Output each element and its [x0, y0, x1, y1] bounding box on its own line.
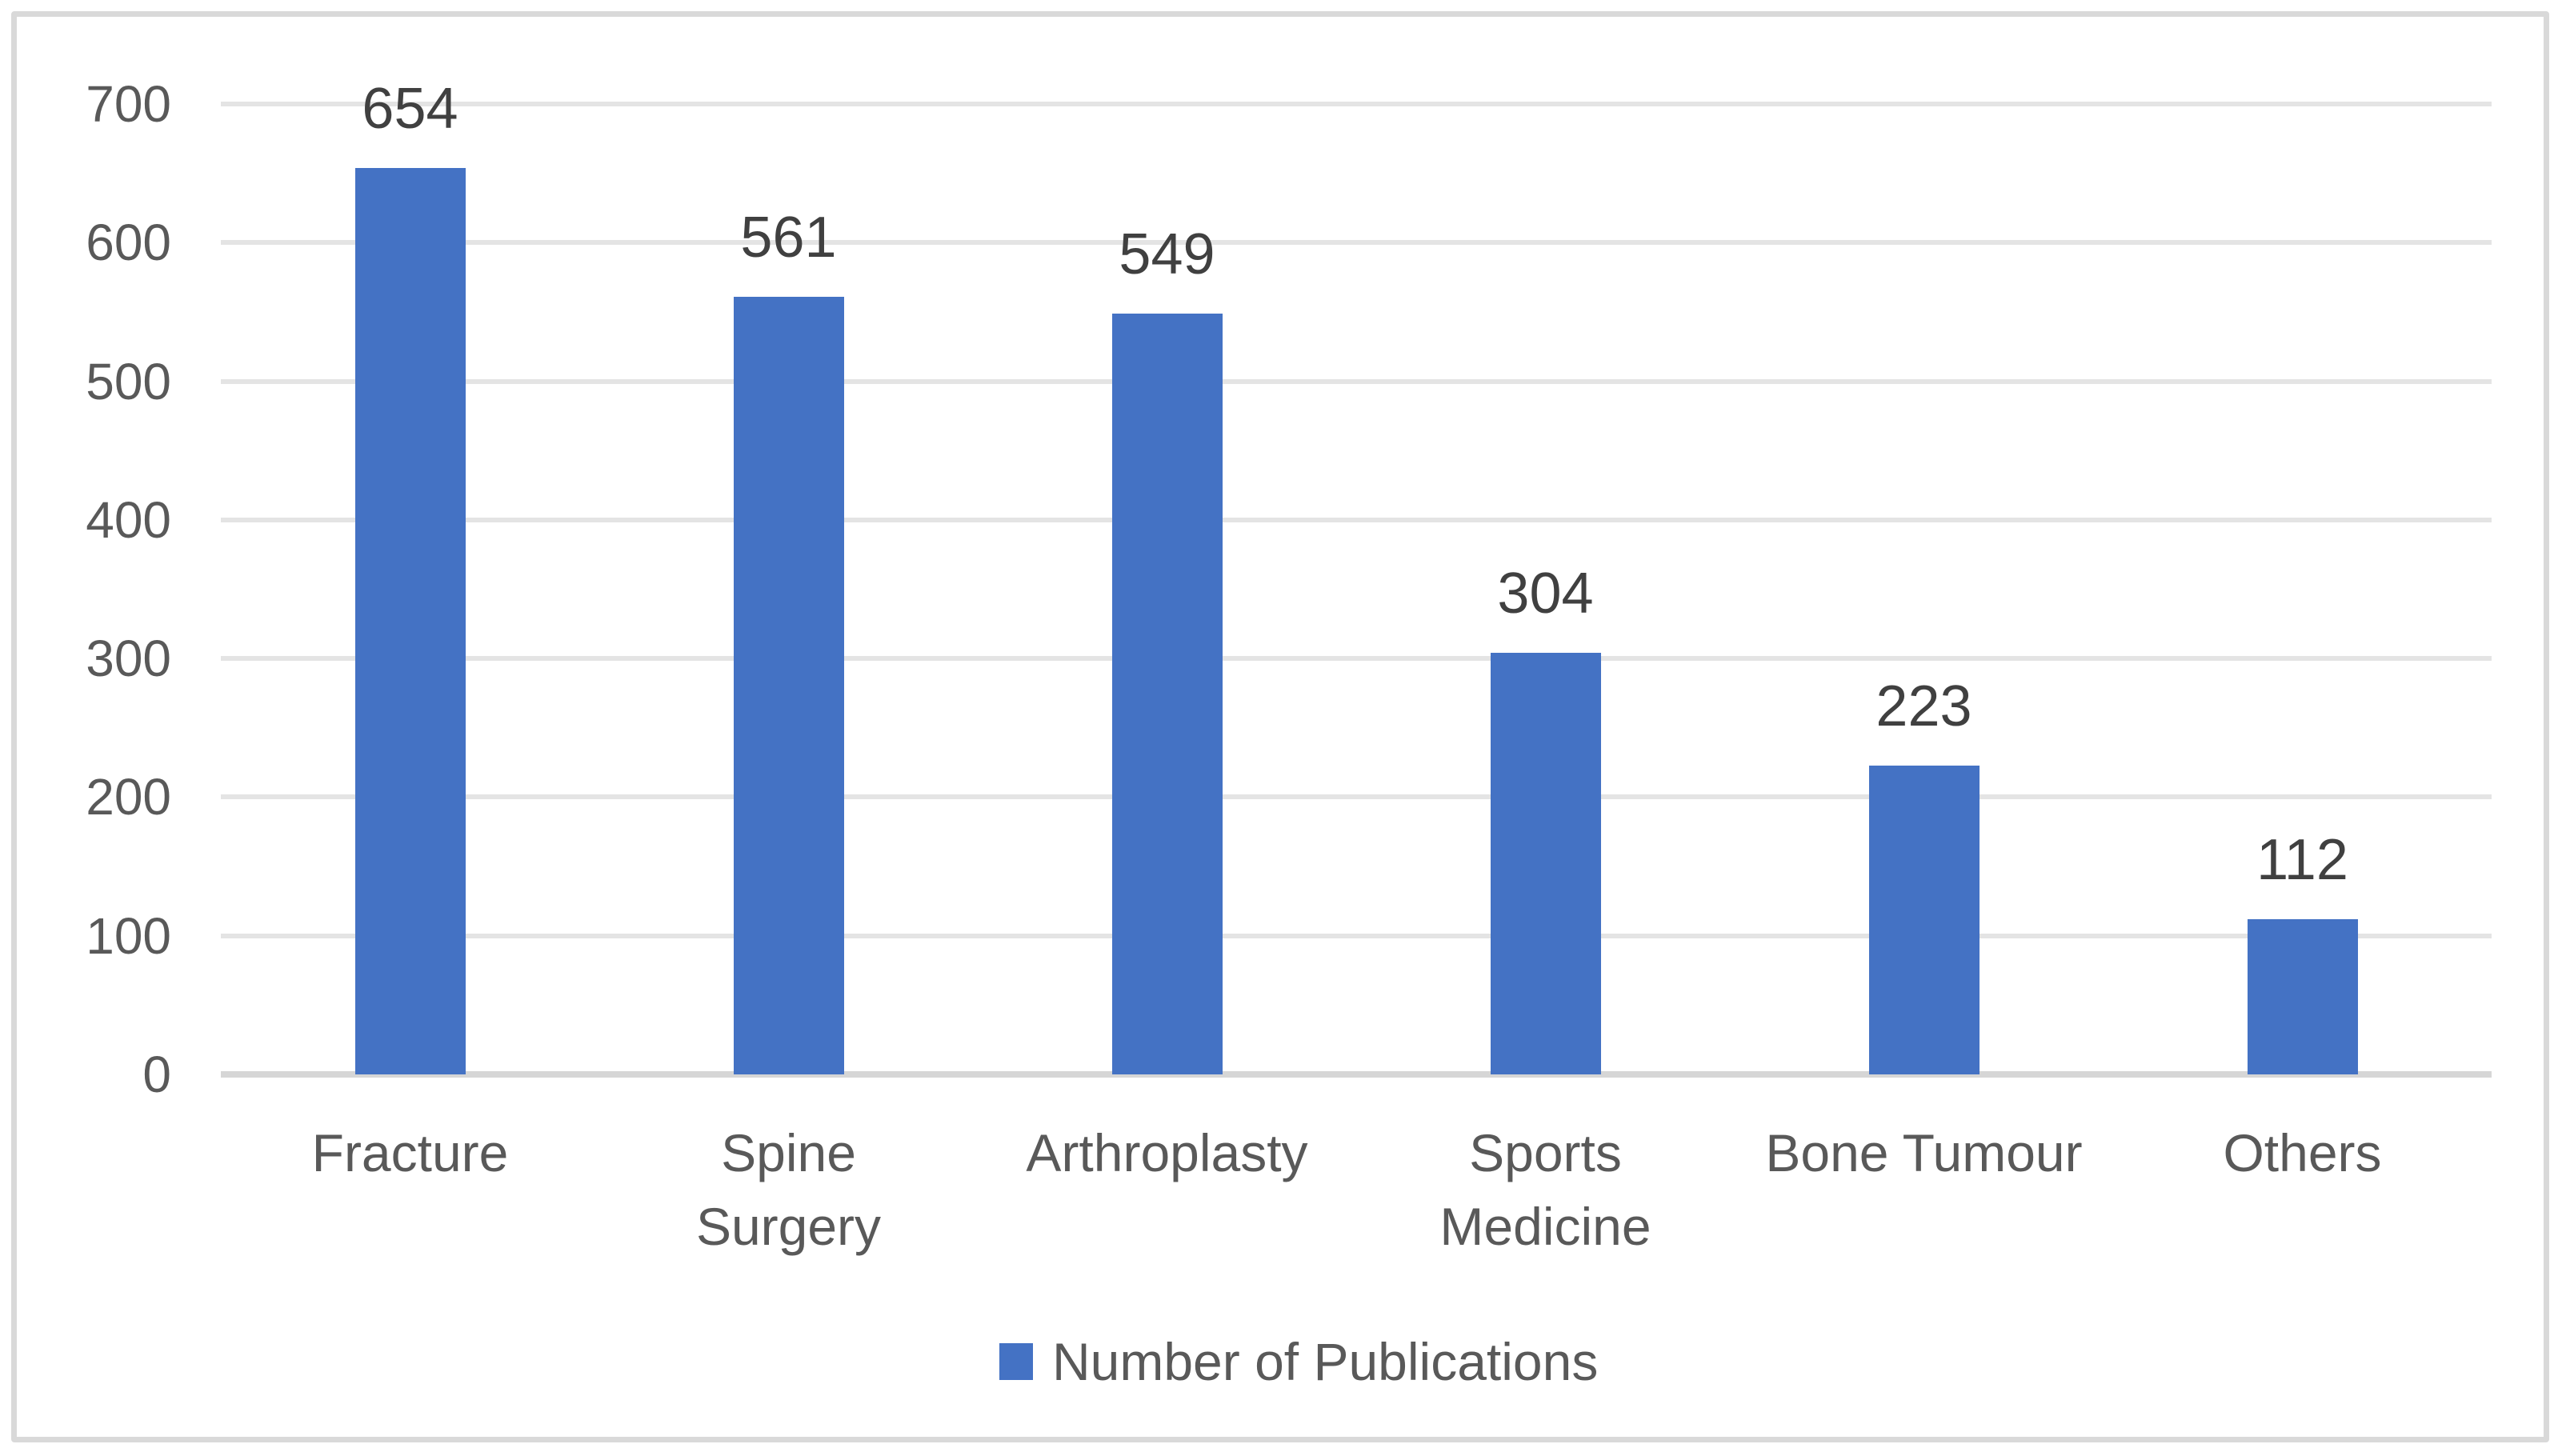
gridline-700 [221, 102, 2492, 106]
bar-bone-tumour [1868, 765, 1980, 1074]
x-axis-category-label-bone-tumour: Bone Tumour [1765, 1123, 2083, 1182]
x-axis-category-label-sports-medicine: Sports Medicine [1439, 1123, 1651, 1256]
x-axis-line [221, 1071, 2492, 1078]
gridline-600 [221, 240, 2492, 246]
x-axis-category-label-fracture: Fracture [311, 1123, 509, 1182]
bar-sports-medicine [1490, 653, 1601, 1074]
data-label-others: 112 [2256, 827, 2348, 892]
y-axis-tick-label-100: 100 [86, 906, 171, 965]
x-axis-category-label-others: Others [2223, 1123, 2382, 1182]
legend: Number of Publications [999, 1335, 1598, 1388]
gridline-500 [221, 378, 2492, 384]
data-label-sports-medicine: 304 [1497, 562, 1594, 626]
data-label-arthroplasty: 549 [1119, 222, 1215, 286]
bar-arthroplasty [1111, 313, 1223, 1074]
y-axis-tick-label-0: 0 [142, 1046, 171, 1103]
bar-others [2247, 918, 2358, 1074]
data-label-fracture: 654 [362, 76, 458, 141]
y-axis-tick-label-500: 500 [86, 352, 171, 410]
plot-area: 0 100 200 300 400 500 600 700 654 Fracture 561 Spin… [86, 78, 2492, 1256]
bar-spine-surgery [733, 296, 844, 1074]
x-axis-category-label-spine-surgery: Spine Surgery [695, 1123, 882, 1256]
legend-series-label: Number of Publications [1052, 1332, 1599, 1391]
chart-border-frame: 0 100 200 300 400 500 600 700 654 Fracture 561 Spin… [11, 11, 2549, 1442]
gridline-400 [221, 517, 2492, 522]
legend-color-swatch-icon [999, 1343, 1033, 1380]
x-axis-category-label-arthroplasty: Arthroplasty [1026, 1123, 1308, 1182]
y-axis-tick-label-400: 400 [86, 490, 171, 549]
y-axis-tick-label-600: 600 [86, 214, 171, 272]
bar-fracture [354, 167, 466, 1074]
data-label-bone-tumour: 223 [1875, 674, 1972, 738]
gridline-100 [221, 933, 2492, 938]
y-axis-tick-label-200: 200 [86, 768, 171, 826]
y-axis-tick-label-700: 700 [86, 75, 171, 133]
y-axis-tick-label-300: 300 [86, 630, 171, 688]
data-label-spine-surgery: 561 [740, 205, 837, 270]
gridline-300 [221, 656, 2492, 662]
gridline-200 [221, 794, 2492, 800]
